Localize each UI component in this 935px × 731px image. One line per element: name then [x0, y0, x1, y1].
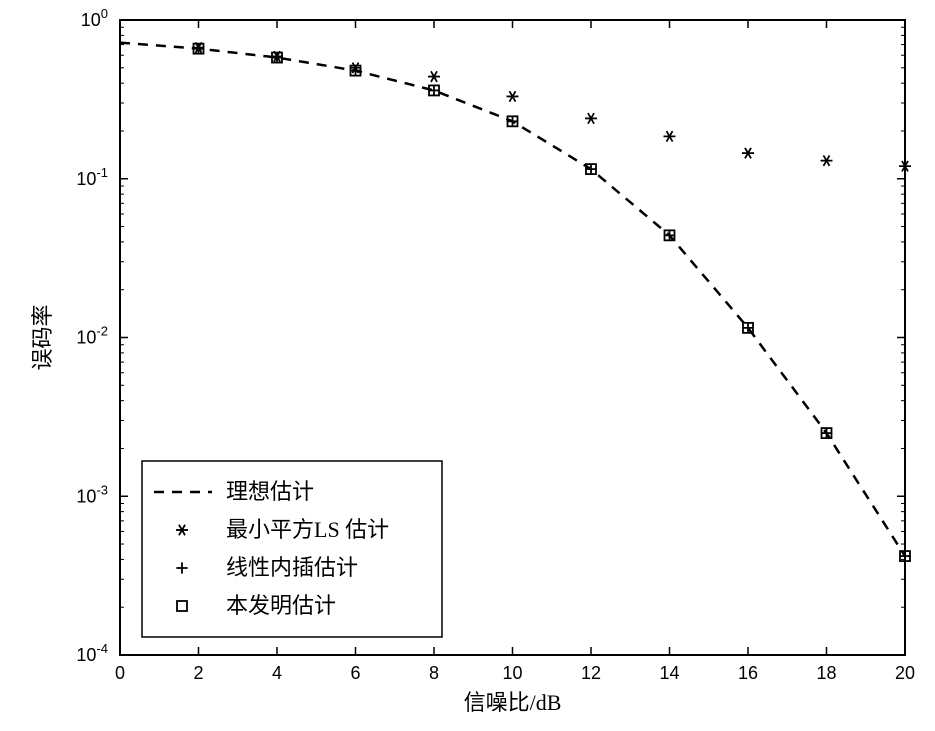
x-tick-label: 8 — [429, 663, 439, 683]
x-tick-label: 12 — [581, 663, 601, 683]
x-tick-label: 20 — [895, 663, 915, 683]
legend-label: 线性内插估计 — [226, 555, 358, 580]
x-tick-label: 18 — [816, 663, 836, 683]
legend: 理想估计最小平方LS 估计线性内插估计本发明估计 — [142, 461, 442, 637]
x-tick-label: 10 — [502, 663, 522, 683]
legend-label: 最小平方LS 估计 — [226, 517, 389, 542]
y-axis-label: 误码率 — [30, 304, 55, 370]
x-tick-label: 4 — [272, 663, 282, 683]
legend-label: 理想估计 — [226, 479, 314, 504]
x-tick-label: 2 — [193, 663, 203, 683]
chart-svg: 0246810121416182010-410-310-210-1100信噪比/… — [0, 0, 935, 731]
x-tick-label: 0 — [115, 663, 125, 683]
x-tick-label: 6 — [350, 663, 360, 683]
chart-container: 0246810121416182010-410-310-210-1100信噪比/… — [0, 0, 935, 731]
x-axis-label: 信噪比/dB — [464, 690, 562, 715]
x-tick-label: 16 — [738, 663, 758, 683]
x-tick-label: 14 — [659, 663, 679, 683]
legend-label: 本发明估计 — [226, 593, 336, 618]
